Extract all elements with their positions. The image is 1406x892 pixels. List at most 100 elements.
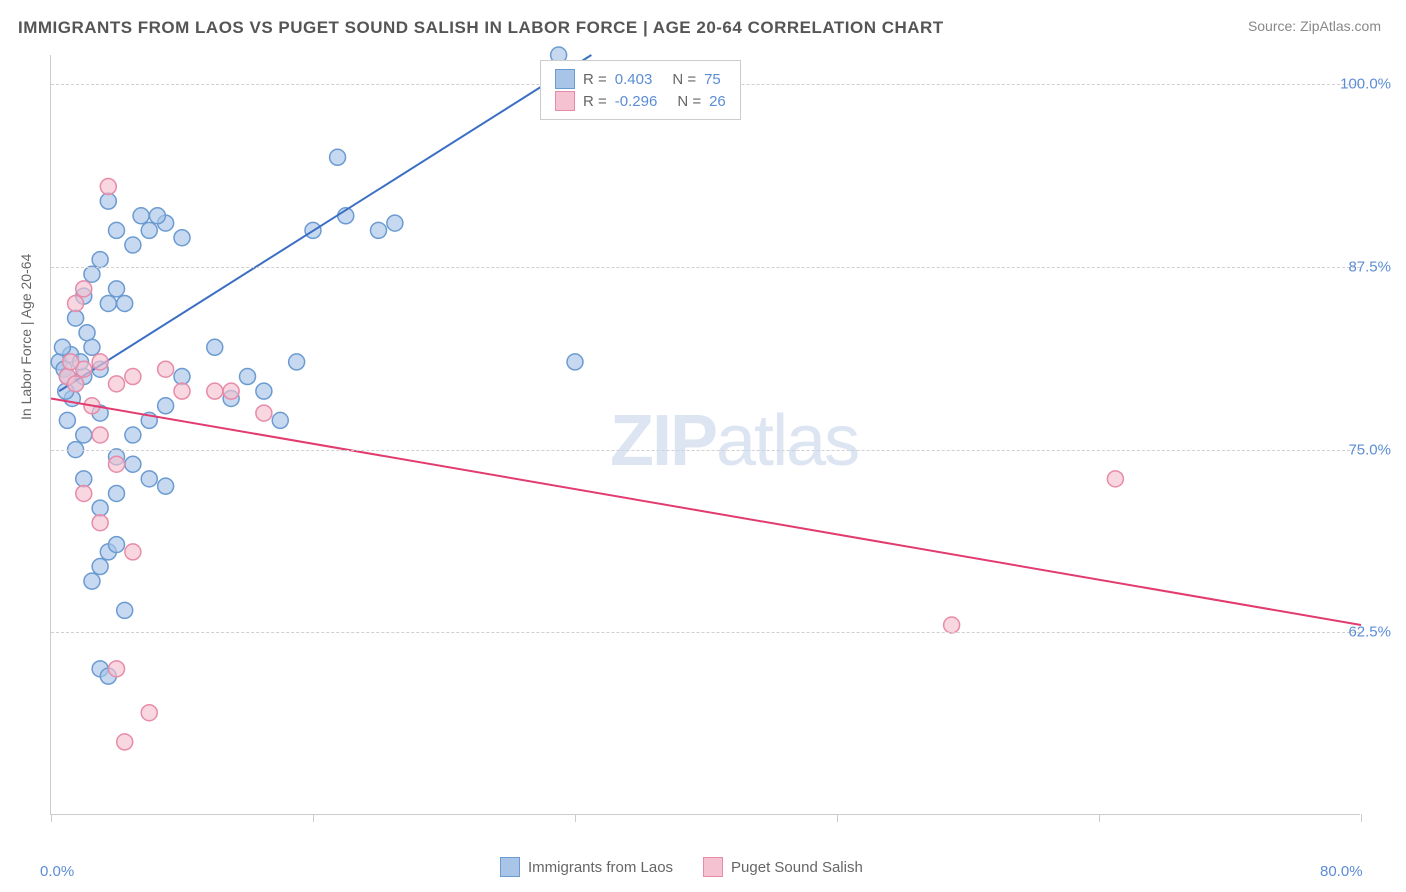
legend-item: Immigrants from Laos xyxy=(500,857,673,877)
data-point xyxy=(207,383,223,399)
correlation-legend: R = 0.403 N = 75 R = -0.296 N = 26 xyxy=(540,60,741,120)
data-point xyxy=(68,310,84,326)
legend-n-value: 26 xyxy=(709,93,726,110)
data-point xyxy=(158,361,174,377)
data-point xyxy=(289,354,305,370)
data-point xyxy=(1107,471,1123,487)
data-point xyxy=(207,339,223,355)
data-point xyxy=(272,412,288,428)
y-tick-label: 75.0% xyxy=(1348,441,1391,458)
data-point xyxy=(68,295,84,311)
legend-label: Immigrants from Laos xyxy=(528,859,673,876)
gridline-h xyxy=(51,632,1360,633)
series-legend: Immigrants from Laos Puget Sound Salish xyxy=(500,857,863,877)
data-point xyxy=(117,295,133,311)
x-tick-label: 80.0% xyxy=(1320,863,1363,880)
gridline-h xyxy=(51,450,1360,451)
data-point xyxy=(371,222,387,238)
legend-row: R = 0.403 N = 75 xyxy=(555,69,726,89)
x-tick-label: 0.0% xyxy=(40,863,74,880)
data-point xyxy=(149,208,165,224)
x-tick xyxy=(575,814,576,822)
data-point xyxy=(79,325,95,341)
data-point xyxy=(84,339,100,355)
data-point xyxy=(125,369,141,385)
x-tick xyxy=(313,814,314,822)
data-point xyxy=(174,230,190,246)
data-point xyxy=(84,266,100,282)
data-point xyxy=(567,354,583,370)
legend-swatch xyxy=(555,69,575,89)
data-point xyxy=(92,252,108,268)
data-point xyxy=(92,427,108,443)
data-point xyxy=(109,376,125,392)
legend-swatch xyxy=(500,857,520,877)
data-point xyxy=(109,661,125,677)
data-point xyxy=(387,215,403,231)
chart-title: IMMIGRANTS FROM LAOS VS PUGET SOUND SALI… xyxy=(18,18,944,38)
data-point xyxy=(174,369,190,385)
data-point xyxy=(117,602,133,618)
data-point xyxy=(125,427,141,443)
x-tick xyxy=(1099,814,1100,822)
data-point xyxy=(944,617,960,633)
data-point xyxy=(109,456,125,472)
x-tick xyxy=(1361,814,1362,822)
data-point xyxy=(141,471,157,487)
data-point xyxy=(109,537,125,553)
data-point xyxy=(76,485,92,501)
data-point xyxy=(125,544,141,560)
y-tick-label: 100.0% xyxy=(1340,76,1391,93)
data-point xyxy=(109,222,125,238)
data-point xyxy=(158,398,174,414)
data-point xyxy=(330,149,346,165)
legend-r-label: R = xyxy=(583,71,607,88)
data-point xyxy=(68,376,84,392)
data-point xyxy=(158,478,174,494)
y-axis-label: In Labor Force | Age 20-64 xyxy=(18,254,34,420)
legend-r-value: -0.296 xyxy=(615,93,658,110)
data-point xyxy=(92,354,108,370)
legend-swatch xyxy=(703,857,723,877)
x-tick xyxy=(837,814,838,822)
y-tick-label: 87.5% xyxy=(1348,258,1391,275)
legend-n-value: 75 xyxy=(704,71,721,88)
data-point xyxy=(125,237,141,253)
data-point xyxy=(92,559,108,575)
data-point xyxy=(54,339,70,355)
data-point xyxy=(92,500,108,516)
legend-row: R = -0.296 N = 26 xyxy=(555,91,726,111)
source-label: Source: ZipAtlas.com xyxy=(1248,18,1381,34)
legend-n-label: N = xyxy=(672,71,696,88)
y-tick-label: 62.5% xyxy=(1348,624,1391,641)
legend-r-label: R = xyxy=(583,93,607,110)
data-point xyxy=(76,281,92,297)
data-point xyxy=(256,405,272,421)
data-point xyxy=(109,485,125,501)
legend-r-value: 0.403 xyxy=(615,71,653,88)
legend-n-label: N = xyxy=(677,93,701,110)
data-point xyxy=(92,515,108,531)
legend-swatch xyxy=(555,91,575,111)
data-point xyxy=(100,193,116,209)
chart-plot-area xyxy=(50,55,1360,815)
data-point xyxy=(117,734,133,750)
data-point xyxy=(141,705,157,721)
data-point xyxy=(76,471,92,487)
data-point xyxy=(84,573,100,589)
regression-line xyxy=(51,398,1361,625)
legend-label: Puget Sound Salish xyxy=(731,859,863,876)
data-point xyxy=(256,383,272,399)
data-point xyxy=(240,369,256,385)
gridline-h xyxy=(51,267,1360,268)
data-point xyxy=(174,383,190,399)
data-point xyxy=(125,456,141,472)
data-point xyxy=(109,281,125,297)
data-point xyxy=(63,354,79,370)
data-point xyxy=(100,179,116,195)
scatter-svg xyxy=(51,55,1360,814)
data-point xyxy=(141,222,157,238)
data-point xyxy=(133,208,149,224)
legend-item: Puget Sound Salish xyxy=(703,857,863,877)
data-point xyxy=(59,412,75,428)
